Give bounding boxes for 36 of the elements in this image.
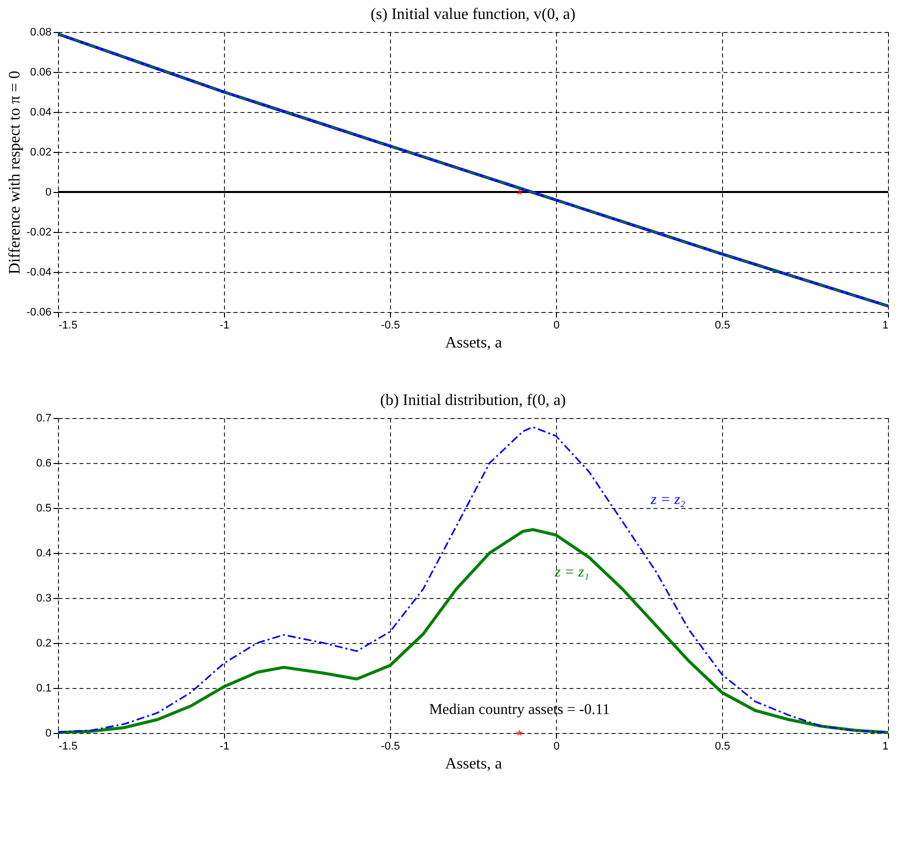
- y-tick-label: 0.08: [30, 26, 52, 38]
- x-tick-label: -1.5: [58, 320, 78, 332]
- y-tick-label: 0.2: [36, 638, 52, 650]
- y-tick-label: 0.06: [30, 66, 52, 78]
- y-tick-label: 0.6: [36, 458, 52, 470]
- y-tick-label: 0.7: [36, 412, 52, 424]
- x-tick-label: -1: [220, 740, 230, 752]
- y-tick-label: 0.4: [36, 548, 52, 560]
- x-tick-label: 1: [882, 320, 888, 332]
- chart-title: (s) Initial value function, v(0, a): [370, 6, 576, 23]
- x-tick-label: 0: [553, 320, 560, 332]
- x-tick-label: 1: [882, 740, 888, 752]
- x-axis-title: Assets, a: [445, 756, 502, 772]
- series-label: z = z₁: [554, 564, 590, 581]
- x-tick-label: 0.5: [714, 320, 730, 332]
- y-tick-label: 0.1: [36, 682, 52, 694]
- annotation: Median country assets = -0.11: [429, 702, 610, 718]
- x-tick-label: 0: [553, 740, 560, 752]
- x-tick-label: -0.5: [381, 320, 400, 332]
- y-tick-label: 0: [45, 728, 52, 740]
- y-tick-label: -0.06: [26, 306, 52, 318]
- x-tick-label: -1.5: [58, 740, 78, 752]
- y-tick-label: 0: [45, 186, 52, 198]
- y-axis-title: Difference with respect to π = 0: [6, 70, 24, 274]
- x-tick-label: -0.5: [381, 740, 400, 752]
- y-tick-label: 0.02: [30, 146, 52, 158]
- x-tick-label: -1: [220, 320, 230, 332]
- y-tick-label: -0.02: [26, 226, 52, 238]
- x-tick-label: 0.5: [714, 740, 730, 752]
- chart-title: (b) Initial distribution, f(0, a): [380, 392, 566, 409]
- y-tick-label: 0.3: [36, 592, 52, 604]
- text: z = z₂: [650, 492, 686, 508]
- y-tick-label: 0.04: [30, 106, 52, 118]
- y-tick-label: 0.5: [36, 502, 52, 514]
- y-tick-label: -0.04: [26, 266, 52, 278]
- x-axis-title: Assets, a: [445, 334, 502, 352]
